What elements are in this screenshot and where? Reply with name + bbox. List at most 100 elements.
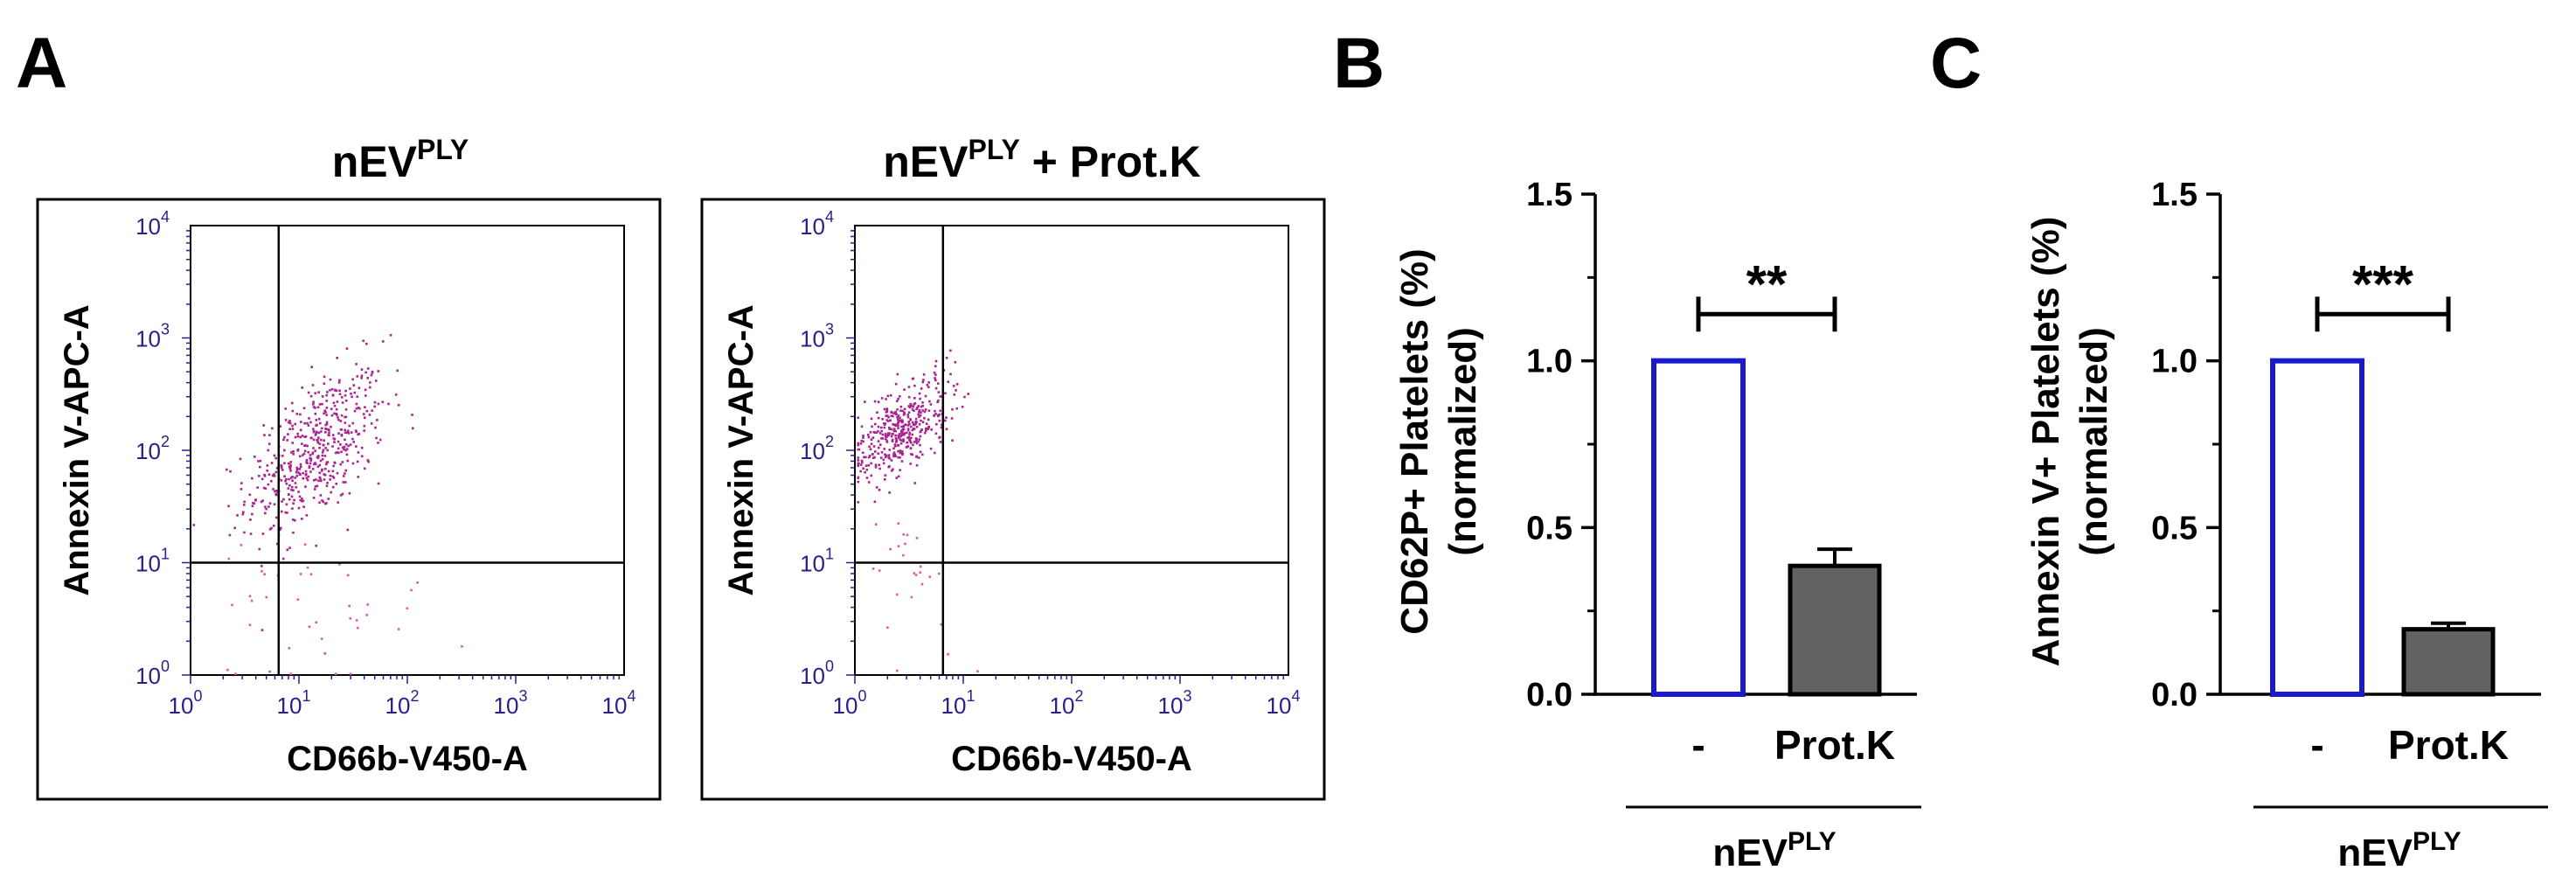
flow-event-point bbox=[321, 470, 323, 472]
flow-event-point bbox=[348, 604, 351, 608]
flow-event-point bbox=[339, 428, 343, 431]
flow-event-point bbox=[311, 428, 315, 430]
flow-event-point bbox=[877, 425, 880, 428]
flow-y-tick-label: 103 bbox=[135, 321, 170, 352]
flow-event-point bbox=[976, 670, 979, 673]
flow-event-point bbox=[319, 459, 323, 463]
flow-event-point bbox=[341, 446, 344, 449]
flow-y-tick-label: 103 bbox=[800, 321, 834, 352]
flow-event-point bbox=[335, 389, 338, 393]
flow-event-point bbox=[357, 476, 360, 478]
flow-event-point bbox=[316, 406, 320, 409]
flow-event-point bbox=[920, 419, 922, 422]
flow-event-point bbox=[349, 387, 351, 390]
flow-event-point bbox=[304, 485, 307, 488]
flow-event-point bbox=[892, 468, 894, 471]
flow-event-point bbox=[920, 405, 923, 408]
flow-event-point bbox=[955, 383, 959, 386]
flow-event-point bbox=[864, 464, 868, 467]
flow-event-point bbox=[908, 433, 911, 436]
flow-event-point bbox=[902, 428, 906, 431]
flow-event-point bbox=[897, 427, 899, 429]
flow-event-point bbox=[341, 401, 344, 404]
flow-event-point bbox=[389, 334, 392, 337]
flow-event-point bbox=[287, 421, 290, 424]
flow-event-point bbox=[358, 407, 361, 410]
flow-x-tick-label: 100 bbox=[169, 687, 203, 719]
flow-event-point bbox=[909, 447, 913, 450]
flow-event-point bbox=[358, 386, 361, 390]
flow-event-point bbox=[322, 449, 325, 452]
flow-event-point bbox=[336, 400, 339, 403]
flow-event-point bbox=[901, 452, 905, 456]
bar-chart-c-group-sup: PLY bbox=[2413, 827, 2461, 856]
flow-event-point bbox=[876, 411, 878, 414]
flow-event-point bbox=[874, 463, 878, 467]
flow-event-point bbox=[375, 436, 378, 440]
flow-event-point bbox=[906, 428, 910, 432]
flow-event-point bbox=[226, 668, 229, 672]
flow-event-point bbox=[369, 381, 371, 384]
flow-event-point bbox=[911, 421, 914, 424]
flow-event-point bbox=[867, 463, 871, 467]
flow-event-point bbox=[870, 417, 873, 421]
flow-event-point bbox=[906, 414, 910, 416]
flow-event-point bbox=[318, 421, 322, 425]
flow-event-point bbox=[897, 424, 899, 428]
bar-y-tick-label: 0.0 bbox=[1526, 677, 1573, 713]
flow-event-point bbox=[360, 446, 364, 449]
flow-event-point bbox=[329, 378, 332, 381]
flow-event-point bbox=[346, 459, 350, 463]
flow-event-point bbox=[343, 445, 346, 449]
flow-event-point bbox=[301, 499, 303, 503]
flow-event-point bbox=[257, 460, 260, 463]
flow-event-point bbox=[288, 420, 291, 422]
bar-chart-c-bar-control bbox=[2270, 358, 2364, 697]
flow-event-point bbox=[317, 479, 320, 483]
flow-event-point bbox=[857, 442, 860, 445]
flow-event-point bbox=[888, 428, 892, 430]
flow-event-point bbox=[355, 619, 358, 622]
flow-event-point bbox=[864, 456, 867, 459]
flow-event-point bbox=[317, 436, 320, 439]
bar-chart-b: CD62P+ Platelets (%) (normalized) 0.0 0.5… bbox=[1393, 177, 1921, 874]
flow-event-point bbox=[309, 459, 313, 462]
flow-event-point bbox=[242, 511, 245, 514]
bar-chart-c-y-label-line2: (normalized) bbox=[2073, 327, 2115, 556]
flow-event-point bbox=[284, 479, 287, 483]
flow-event-point bbox=[327, 498, 330, 500]
flow-event-point bbox=[332, 401, 336, 405]
flow-event-point bbox=[915, 425, 919, 428]
flow-event-point bbox=[294, 422, 297, 426]
flow-event-point bbox=[346, 429, 350, 433]
flow-event-point bbox=[340, 434, 344, 437]
flow-event-point bbox=[871, 425, 873, 428]
flow-event-point bbox=[874, 431, 877, 435]
flow-event-point bbox=[323, 409, 326, 413]
flow-event-point bbox=[324, 430, 327, 434]
flow-event-point bbox=[337, 381, 341, 384]
flow-event-point bbox=[357, 406, 360, 409]
flow-event-point bbox=[934, 413, 937, 415]
flow-event-point bbox=[894, 423, 898, 426]
bar-chart-c-bar-protk bbox=[2401, 627, 2496, 697]
flow-event-point bbox=[289, 672, 293, 676]
flow-event-point bbox=[335, 407, 338, 411]
flow-event-point bbox=[338, 389, 341, 393]
flow-event-point bbox=[291, 507, 294, 510]
flow-event-point bbox=[311, 468, 315, 470]
flow-event-point bbox=[234, 672, 237, 676]
flow-event-point bbox=[367, 460, 370, 463]
flow-event-point bbox=[299, 428, 302, 432]
flow-y-tick-label: 102 bbox=[800, 433, 834, 464]
flow-event-point bbox=[862, 436, 864, 439]
flow-event-point bbox=[322, 500, 325, 504]
flow-event-point bbox=[309, 394, 313, 398]
flow-event-point bbox=[318, 471, 322, 475]
flow-event-point bbox=[338, 379, 341, 382]
flow-event-point bbox=[314, 392, 317, 395]
flow-event-point bbox=[328, 431, 330, 435]
flow-event-point bbox=[905, 445, 908, 449]
flow-event-point bbox=[360, 374, 364, 378]
flow-event-point bbox=[344, 449, 348, 452]
